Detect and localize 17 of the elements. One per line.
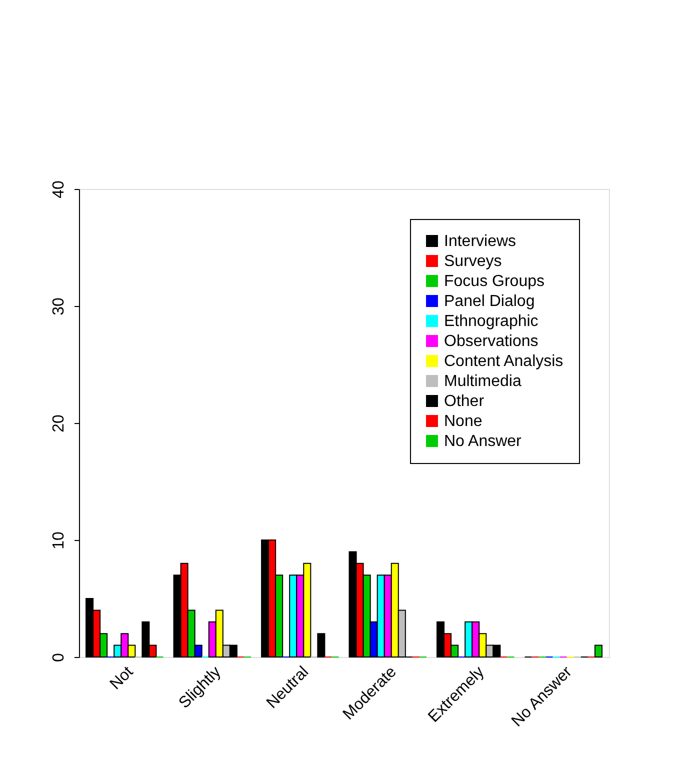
legend-label: Other [444, 393, 485, 410]
legend-label: Content Analysis [444, 353, 564, 370]
legend-label: Interviews [444, 233, 516, 250]
legend-label: Focus Groups [444, 273, 544, 290]
legend-label: Panel Dialog [444, 293, 535, 310]
y-tick-label: 20 [50, 414, 68, 432]
legend-label: None [444, 413, 482, 430]
y-tick-label: 30 [50, 298, 68, 316]
legend-label: Surveys [444, 253, 502, 270]
y-tick-label: 10 [50, 532, 68, 550]
legend-label: Ethnographic [444, 313, 538, 330]
x-tick-label: Not [107, 663, 138, 694]
y-tick-label: 0 [50, 652, 68, 662]
legend-label: Multimedia [444, 373, 522, 390]
legend-label: Observations [444, 333, 538, 350]
legend-label: No Answer [444, 433, 522, 450]
y-tick-label: 40 [50, 180, 68, 198]
